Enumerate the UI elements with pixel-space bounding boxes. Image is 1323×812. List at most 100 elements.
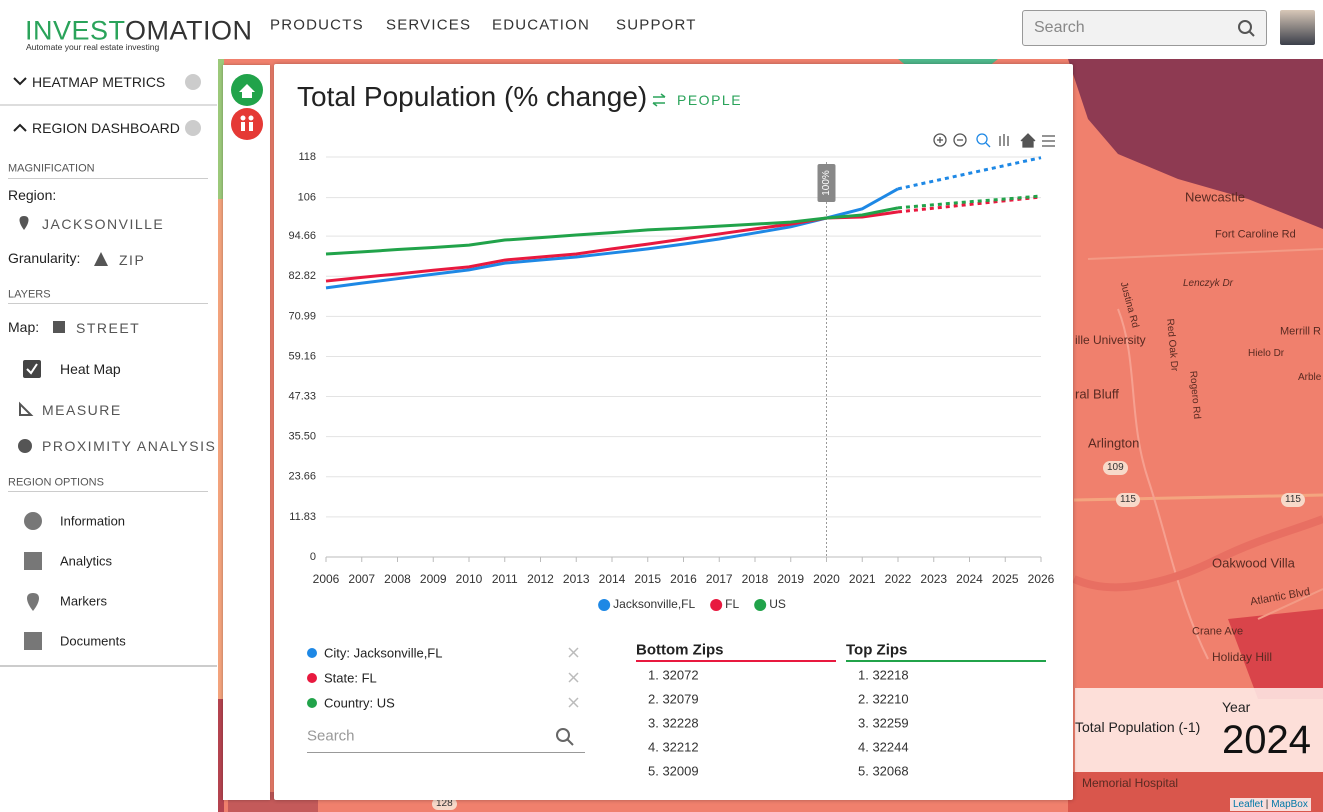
y-tick-label: 70.99 [288, 310, 316, 322]
y-tick-label: 11.83 [289, 511, 316, 523]
tool[interactable]: PROXIMITY ANALYSIS [42, 438, 217, 454]
logo-part: INVEST [25, 15, 126, 46]
zips-title: Bottom Zips [636, 641, 724, 659]
map-label: ille University [1075, 333, 1146, 347]
x-tick-label: 2008 [384, 572, 411, 586]
option[interactable]: Information [60, 513, 126, 529]
field-label: Region: [8, 187, 57, 203]
zip-item[interactable]: 4. 32244 [858, 739, 909, 755]
zip-item[interactable]: 2. 32079 [648, 691, 699, 707]
toolbar [223, 65, 270, 800]
map-shield: 128 [432, 798, 457, 810]
logo[interactable]: INVESTOMATION [25, 15, 253, 46]
x-tick-label: 2015 [634, 572, 661, 586]
legend-label: US [769, 597, 786, 611]
map-label: Memorial Hospital [1082, 776, 1179, 790]
panel-title: Total Population (% change) [297, 81, 648, 112]
map-label: Hielo Dr [1248, 348, 1285, 359]
section-heading[interactable]: HEATMAP METRICS [32, 74, 166, 90]
panel [274, 64, 1073, 800]
tagline: Automate your real estate investing [26, 41, 160, 52]
map-road [1257, 588, 1323, 620]
x-tick-label: 2020 [813, 572, 840, 586]
map-label: Fort Caroline Rd [1215, 228, 1296, 241]
attribution-link[interactable]: Leaflet [1233, 799, 1264, 810]
annotation-label: 100% [821, 170, 832, 196]
map-label: Lenczyk Dr [1183, 278, 1234, 289]
x-tick-label: 2006 [313, 572, 340, 586]
x-tick-label: 2024 [956, 572, 983, 586]
zip-item[interactable]: 1. 32218 [858, 667, 909, 683]
chart: 0 11.83 23.66 35.50 47.33 59.16 70.99 82.82 94.6… [288, 151, 1055, 611]
granularity-value[interactable]: ZIP [119, 252, 146, 268]
y-tick-label: 82.82 [288, 270, 316, 282]
entry-search[interactable]: Search [307, 727, 355, 745]
attribution-link[interactable]: MapBox [1271, 799, 1308, 810]
search-box[interactable] [1022, 10, 1267, 46]
option[interactable]: Analytics [60, 553, 113, 569]
field-label: Granularity: [8, 250, 81, 266]
map-shield: 115 [1116, 493, 1140, 507]
legend-label: FL [725, 597, 739, 611]
nav-item[interactable]: SUPPORT [616, 16, 697, 34]
group-heading: LAYERS [8, 288, 51, 301]
x-tick-label: 2007 [348, 572, 375, 586]
zips-title: Top Zips [846, 641, 908, 659]
zip-item[interactable]: 3. 32259 [858, 715, 909, 731]
zips-rule [636, 660, 836, 662]
map-water [1072, 515, 1323, 592]
year-value: 2024 [1222, 718, 1311, 762]
map-road [1117, 308, 1209, 660]
logo-part: OMATION [125, 15, 253, 46]
map-shield: 109 [1103, 461, 1128, 475]
sidebar [0, 59, 217, 812]
y-tick-label: 23.66 [288, 471, 316, 483]
x-tick-label: 2019 [777, 572, 804, 586]
y-tick-label: 47.33 [288, 390, 316, 402]
y-tick-label: 118 [298, 151, 316, 163]
zip-item[interactable]: 4. 32212 [648, 739, 699, 755]
tool[interactable]: MEASURE [42, 402, 122, 418]
nav-item[interactable]: SERVICES [386, 16, 472, 34]
x-tick-label: 2017 [706, 572, 733, 586]
x-tick-label: 2013 [563, 572, 590, 586]
series-line [897, 156, 1042, 191]
map-value[interactable]: STREET [76, 320, 141, 336]
checkbox-label[interactable]: Heat Map [60, 361, 121, 377]
map-label: Arlington [1088, 435, 1140, 451]
x-tick-label: 2021 [849, 572, 876, 586]
x-tick-label: 2022 [885, 572, 912, 586]
zip-item[interactable]: 1. 32072 [648, 667, 699, 683]
x-tick-label: 2010 [456, 572, 483, 586]
x-tick-label: 2026 [1028, 572, 1055, 586]
rule [8, 491, 208, 492]
panel-tag[interactable]: PEOPLE [677, 92, 743, 108]
zip-item[interactable]: 5. 32009 [648, 763, 699, 779]
region-value[interactable]: JACKSONVILLE [42, 216, 165, 232]
x-tick-label: 2025 [992, 572, 1019, 586]
annotation-box [817, 164, 836, 202]
search-placeholder: Search [1034, 19, 1085, 36]
avatar[interactable] [1280, 10, 1315, 45]
map-label: Holiday Hill [1212, 650, 1273, 664]
rule [8, 178, 208, 179]
x-tick-label: 2011 [492, 572, 518, 586]
map-label: Crane Ave [1192, 625, 1244, 638]
zip-item[interactable]: 5. 32068 [858, 763, 909, 779]
zip-item[interactable]: 3. 32228 [648, 715, 699, 731]
option[interactable]: Documents [60, 633, 126, 649]
nav-item[interactable]: PRODUCTS [270, 16, 364, 34]
option[interactable]: Markers [60, 593, 107, 609]
entry: Country: US [324, 695, 395, 711]
map-label: ral Bluff [1075, 386, 1119, 402]
group-heading: REGION OPTIONS [8, 476, 104, 489]
y-tick-label: 35.50 [288, 431, 316, 443]
map-legend [1075, 688, 1323, 772]
series-line [325, 206, 899, 256]
map-road [1087, 248, 1323, 260]
section-heading[interactable]: REGION DASHBOARD [32, 120, 180, 136]
nav-item[interactable]: EDUCATION [492, 16, 591, 34]
zip-item[interactable]: 2. 32210 [858, 691, 909, 707]
map-zone [218, 699, 224, 812]
legend-marker [598, 599, 611, 611]
